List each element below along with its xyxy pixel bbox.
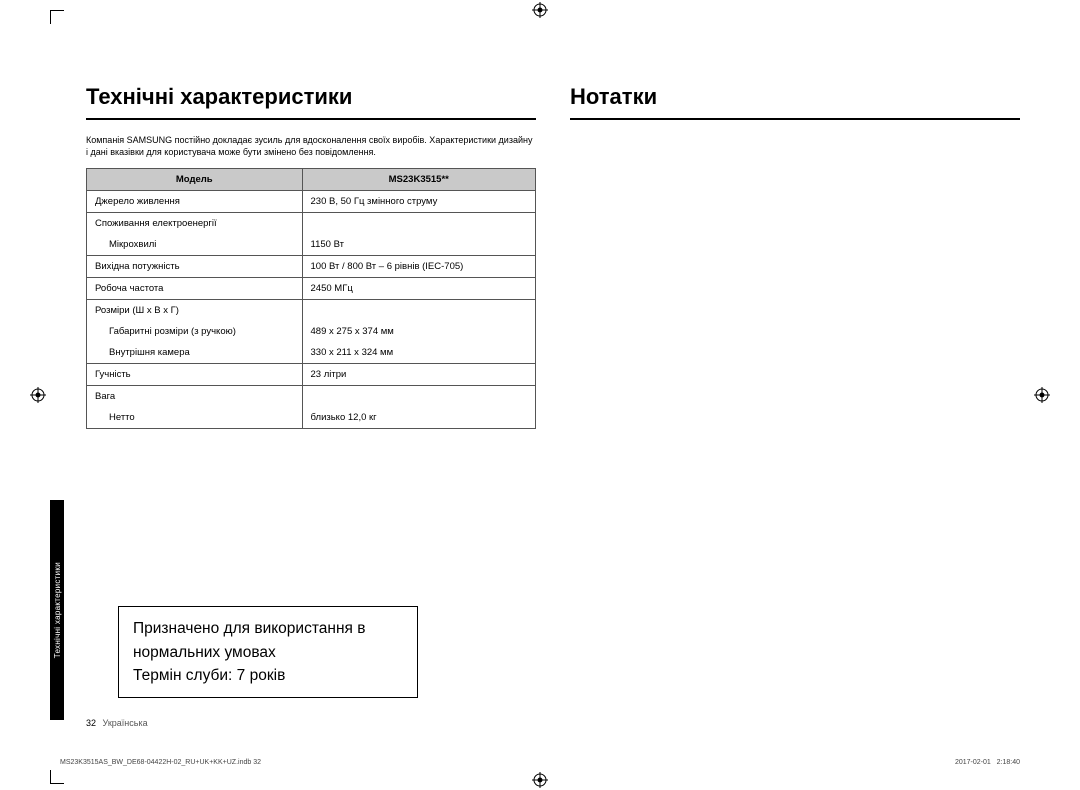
page-number-value: 32 xyxy=(86,718,96,728)
cell-label: Робоча частота xyxy=(87,278,303,300)
section-title-specs: Технічні характеристики xyxy=(86,84,536,110)
rule xyxy=(86,118,536,120)
cell-value xyxy=(302,300,535,322)
cell-label: Вихідна потужність xyxy=(87,256,303,278)
notice-line: Термін слуби: 7 років xyxy=(133,664,403,687)
th-model-value: MS23K3515** xyxy=(302,169,535,191)
cell-label: Джерело живлення xyxy=(87,191,303,213)
cell-value xyxy=(302,213,535,235)
section-title-notes: Нотатки xyxy=(570,84,1020,110)
footer-file: MS23K3515AS_BW_DE68-04422H-02_RU+UK+KK+U… xyxy=(60,759,261,766)
side-tab: Технічні характеристики xyxy=(50,500,64,720)
registration-mark-left xyxy=(30,387,46,403)
cell-value: 100 Вт / 800 Вт – 6 рівнів (IEC-705) xyxy=(302,256,535,278)
cell-label: Споживання електроенергії xyxy=(87,213,303,235)
rule xyxy=(570,118,1020,120)
th-model: Модель xyxy=(87,169,303,191)
registration-mark-top xyxy=(532,2,548,18)
cell-label: Розміри (Ш x В x Г) xyxy=(87,300,303,322)
cell-value: 2450 МГц xyxy=(302,278,535,300)
cell-value: 230 В, 50 Гц змінного струму xyxy=(302,191,535,213)
side-tab-label: Технічні характеристики xyxy=(53,562,62,658)
intro-text: Компанія SAMSUNG постійно докладає зусил… xyxy=(86,134,536,158)
registration-mark-bottom xyxy=(532,772,548,788)
cell-label-sub: Нетто xyxy=(87,407,303,429)
cell-value: близько 12,0 кг xyxy=(302,407,535,429)
spec-table: Модель MS23K3515** Джерело живлення230 В… xyxy=(86,168,536,429)
notice-box: Призначено для використання в нормальних… xyxy=(118,606,418,698)
cell-label: Вага xyxy=(87,386,303,408)
cell-value xyxy=(302,386,535,408)
notice-line: Призначено для використання в xyxy=(133,617,403,640)
crop-mark-bl xyxy=(50,770,64,784)
cell-value: 330 x 211 x 324 мм xyxy=(302,342,535,364)
page-number: 32 Українська xyxy=(86,718,148,728)
left-column: Технічні характеристики Компанія SAMSUNG… xyxy=(86,84,536,740)
notice-line: нормальних умовах xyxy=(133,641,403,664)
right-column: Нотатки xyxy=(570,84,1020,740)
registration-mark-right xyxy=(1034,387,1050,403)
cell-label-sub: Габаритні розміри (з ручкою) xyxy=(87,321,303,342)
cell-value: 489 x 275 x 374 мм xyxy=(302,321,535,342)
page-lang: Українська xyxy=(103,718,148,728)
cell-label-sub: Мікрохвилі xyxy=(87,234,303,256)
cell-label: Гучність xyxy=(87,364,303,386)
cell-value: 1150 Вт xyxy=(302,234,535,256)
cell-label-sub: Внутрішня камера xyxy=(87,342,303,364)
print-footer: MS23K3515AS_BW_DE68-04422H-02_RU+UK+KK+U… xyxy=(60,759,1020,766)
crop-mark-tl xyxy=(50,10,64,24)
footer-datetime: 2017-02-01 2:18:40 xyxy=(955,759,1020,766)
cell-value: 23 літри xyxy=(302,364,535,386)
